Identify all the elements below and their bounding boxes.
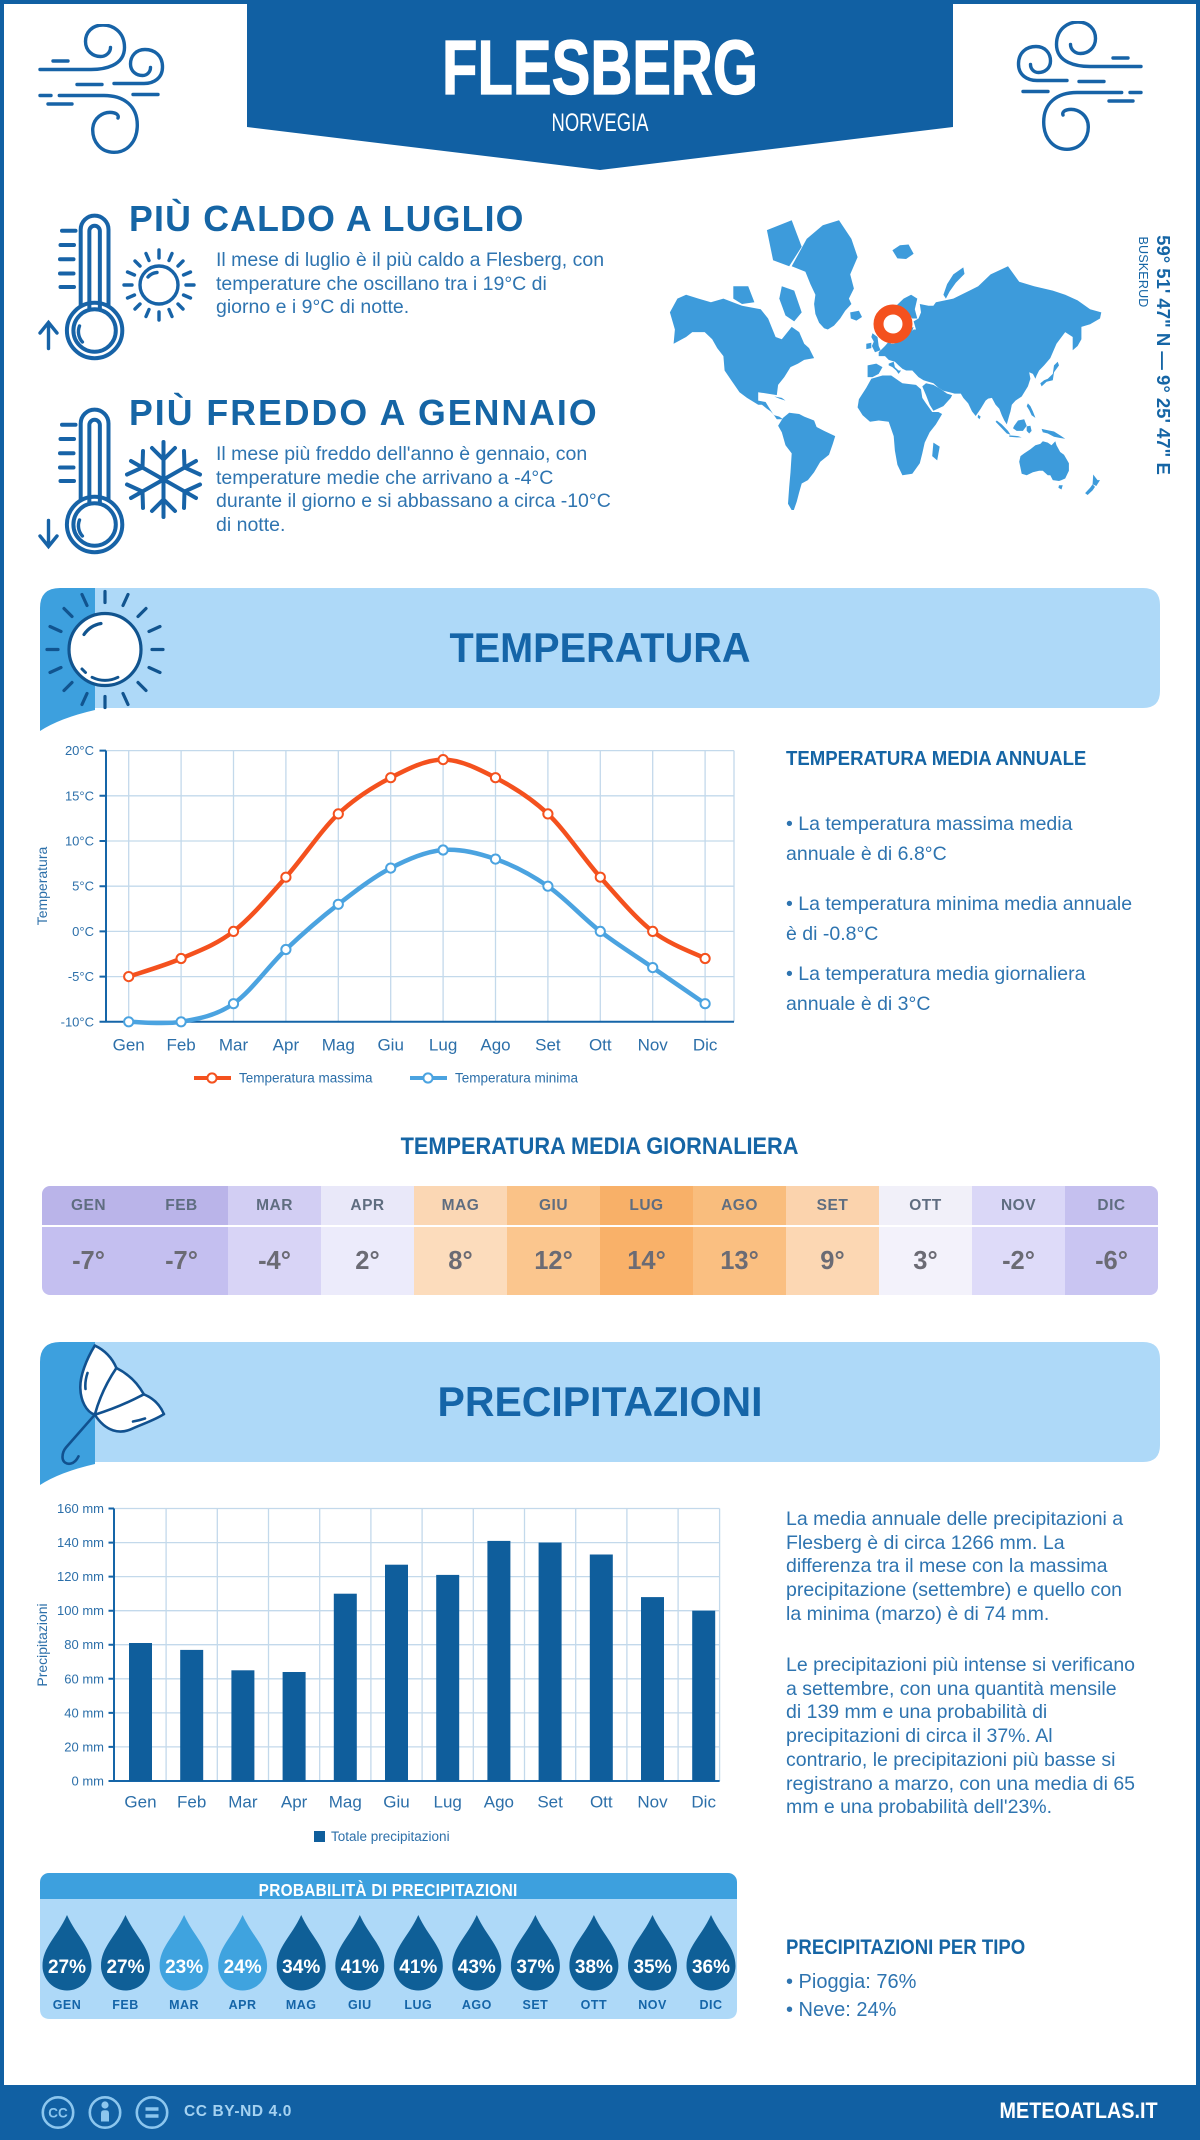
svg-text:Dic: Dic xyxy=(691,1793,716,1812)
svg-text:Giu: Giu xyxy=(383,1793,409,1812)
svg-text:24%: 24% xyxy=(224,1957,262,1978)
svg-text:FLESBERG: FLESBERG xyxy=(442,25,758,111)
svg-text:Apr: Apr xyxy=(273,1036,300,1055)
svg-text:GEN: GEN xyxy=(53,1998,82,2012)
svg-text:Nov: Nov xyxy=(638,1036,669,1055)
svg-text:Gen: Gen xyxy=(124,1793,156,1812)
svg-text:27%: 27% xyxy=(106,1957,144,1978)
svg-text:Mar: Mar xyxy=(228,1793,258,1812)
svg-text:100 mm: 100 mm xyxy=(57,1603,104,1618)
svg-text:NORVEGIA: NORVEGIA xyxy=(552,109,649,137)
svg-text:MAR: MAR xyxy=(169,1998,199,2012)
svg-text:160 mm: 160 mm xyxy=(57,1501,104,1516)
svg-text:Gen: Gen xyxy=(113,1036,145,1055)
svg-text:Mag: Mag xyxy=(322,1036,355,1055)
svg-text:41%: 41% xyxy=(399,1957,437,1978)
svg-text:OTT: OTT xyxy=(581,1998,608,2012)
svg-text:20 mm: 20 mm xyxy=(64,1739,104,1754)
svg-text:CC: CC xyxy=(48,2106,68,2121)
svg-text:27%: 27% xyxy=(48,1957,86,1978)
svg-text:140 mm: 140 mm xyxy=(57,1535,104,1550)
svg-text:Feb: Feb xyxy=(177,1793,206,1812)
svg-text:20°C: 20°C xyxy=(65,743,94,758)
svg-text:Set: Set xyxy=(537,1793,563,1812)
svg-text:Temperatura minima: Temperatura minima xyxy=(455,1071,579,1086)
svg-text:Mar: Mar xyxy=(219,1036,249,1055)
svg-text:34%: 34% xyxy=(282,1957,320,1978)
svg-text:NOV: NOV xyxy=(638,1998,667,2012)
svg-text:Dic: Dic xyxy=(693,1036,718,1055)
svg-text:Precipitazioni: Precipitazioni xyxy=(34,1603,50,1686)
svg-text:TEMPERATURA: TEMPERATURA xyxy=(450,624,751,671)
svg-text:Apr: Apr xyxy=(281,1793,308,1812)
svg-text:43%: 43% xyxy=(458,1957,496,1978)
svg-text:35%: 35% xyxy=(633,1957,671,1978)
svg-text:-5°C: -5°C xyxy=(68,969,94,984)
svg-text:37%: 37% xyxy=(516,1957,554,1978)
svg-text:Ago: Ago xyxy=(484,1793,514,1812)
svg-text:PRECIPITAZIONI: PRECIPITAZIONI xyxy=(438,1378,763,1425)
svg-text:GIU: GIU xyxy=(348,1998,372,2012)
svg-text:Temperatura: Temperatura xyxy=(34,846,50,925)
svg-text:60 mm: 60 mm xyxy=(64,1671,104,1686)
svg-text:0°C: 0°C xyxy=(72,924,94,939)
svg-text:23%: 23% xyxy=(165,1957,203,1978)
svg-text:AGO: AGO xyxy=(462,1998,492,2012)
svg-text:120 mm: 120 mm xyxy=(57,1569,104,1584)
svg-text:MAG: MAG xyxy=(286,1998,317,2012)
svg-text:80 mm: 80 mm xyxy=(64,1637,104,1652)
svg-text:APR: APR xyxy=(229,1998,257,2012)
svg-text:Giu: Giu xyxy=(377,1036,403,1055)
svg-text:Totale precipitazioni: Totale precipitazioni xyxy=(331,1829,450,1844)
svg-text:Mag: Mag xyxy=(329,1793,362,1812)
svg-text:SET: SET xyxy=(522,1998,548,2012)
svg-text:Nov: Nov xyxy=(637,1793,668,1812)
svg-text:DIC: DIC xyxy=(699,1998,722,2012)
svg-text:Lug: Lug xyxy=(434,1793,462,1812)
svg-text:-10°C: -10°C xyxy=(61,1014,94,1029)
svg-text:36%: 36% xyxy=(692,1957,730,1978)
svg-text:LUG: LUG xyxy=(404,1998,432,2012)
svg-text:40 mm: 40 mm xyxy=(64,1705,104,1720)
svg-text:Ott: Ott xyxy=(590,1793,613,1812)
svg-text:10°C: 10°C xyxy=(65,834,94,849)
svg-text:Feb: Feb xyxy=(166,1036,195,1055)
svg-text:Ago: Ago xyxy=(480,1036,510,1055)
svg-text:41%: 41% xyxy=(341,1957,379,1978)
svg-text:15°C: 15°C xyxy=(65,788,94,803)
svg-text:Lug: Lug xyxy=(429,1036,457,1055)
svg-text:Ott: Ott xyxy=(589,1036,612,1055)
svg-text:0 mm: 0 mm xyxy=(72,1774,105,1789)
svg-text:Temperatura massima: Temperatura massima xyxy=(239,1071,373,1086)
svg-text:Set: Set xyxy=(535,1036,561,1055)
svg-text:38%: 38% xyxy=(575,1957,613,1978)
svg-text:5°C: 5°C xyxy=(72,879,94,894)
svg-text:FEB: FEB xyxy=(112,1998,139,2012)
